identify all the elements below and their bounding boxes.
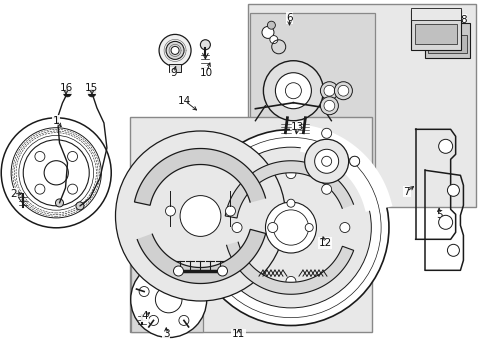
Text: 8: 8 [459,15,466,25]
Circle shape [265,202,316,253]
Bar [169,64,181,72]
Circle shape [285,83,301,99]
Bar [131,253,203,332]
Circle shape [447,244,459,256]
Circle shape [232,222,242,233]
Text: 1: 1 [53,116,60,126]
Circle shape [285,168,295,179]
Circle shape [217,266,227,276]
Circle shape [193,130,388,325]
Circle shape [35,152,45,162]
Circle shape [88,89,96,97]
Circle shape [210,147,370,308]
Circle shape [320,82,338,100]
Circle shape [262,26,273,39]
Bar [248,4,475,207]
Bar [410,8,460,21]
Text: 9: 9 [170,68,177,78]
PathPatch shape [137,229,265,283]
Text: 6: 6 [285,13,292,23]
Text: 15: 15 [85,83,99,93]
Circle shape [285,276,295,287]
Text: 2: 2 [10,189,17,199]
Text: 4: 4 [142,311,148,321]
Circle shape [269,36,277,44]
Circle shape [165,206,175,216]
Circle shape [139,287,149,297]
Circle shape [321,184,331,194]
Circle shape [337,85,348,96]
Circle shape [438,139,452,153]
Bar [427,35,467,53]
Bar [414,24,456,44]
Circle shape [76,202,84,210]
PathPatch shape [225,161,353,218]
Circle shape [180,195,221,237]
Circle shape [225,206,235,216]
Circle shape [334,82,352,100]
Text: 16: 16 [59,83,73,93]
Circle shape [314,149,338,173]
Circle shape [1,118,111,228]
Circle shape [263,61,323,121]
Circle shape [320,97,338,115]
Circle shape [179,315,188,325]
Circle shape [67,184,78,194]
Circle shape [447,184,459,196]
Circle shape [130,261,206,338]
Circle shape [67,152,78,162]
Text: 3: 3 [163,329,169,339]
Text: 7: 7 [403,186,409,197]
Circle shape [63,89,71,97]
Text: 11: 11 [231,329,245,339]
Circle shape [35,184,45,194]
Circle shape [44,161,68,185]
Circle shape [23,140,89,206]
Circle shape [148,315,158,325]
Circle shape [166,41,183,59]
Circle shape [304,139,348,183]
Circle shape [115,131,285,301]
Circle shape [267,21,275,29]
Bar [410,10,460,50]
Text: 10: 10 [200,68,212,78]
Circle shape [321,128,331,138]
Circle shape [171,46,179,54]
Circle shape [19,186,28,196]
Circle shape [159,35,191,66]
Text: 13: 13 [290,122,304,132]
PathPatch shape [134,149,265,205]
Circle shape [438,215,452,229]
Circle shape [173,266,183,276]
Circle shape [200,40,210,50]
Circle shape [349,156,359,166]
Circle shape [267,222,277,233]
Circle shape [155,286,182,313]
PathPatch shape [226,242,353,294]
Text: 12: 12 [318,238,331,248]
Bar [250,13,374,169]
Circle shape [163,269,173,279]
Circle shape [324,100,334,111]
Circle shape [275,73,311,109]
Circle shape [321,156,331,166]
Text: 5: 5 [435,210,442,220]
Circle shape [324,85,334,96]
Circle shape [188,287,198,297]
Bar [425,23,469,58]
Circle shape [286,199,294,207]
Text: 14: 14 [178,96,191,106]
Circle shape [339,222,349,233]
Circle shape [305,224,312,231]
Circle shape [349,156,359,166]
Circle shape [273,210,308,245]
Circle shape [55,199,63,207]
Bar [129,117,371,332]
